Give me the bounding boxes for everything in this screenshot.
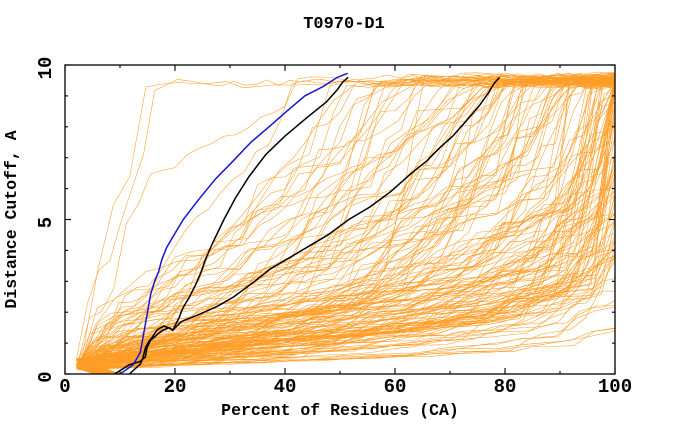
- svg-text:100: 100: [598, 376, 632, 398]
- svg-text:5: 5: [35, 217, 57, 228]
- svg-text:0: 0: [35, 371, 57, 382]
- svg-text:10: 10: [35, 57, 57, 80]
- svg-text:40: 40: [274, 376, 297, 398]
- svg-text:80: 80: [494, 376, 517, 398]
- svg-text:Distance Cutoff, A: Distance Cutoff, A: [2, 130, 21, 308]
- svg-text:0: 0: [59, 376, 70, 398]
- svg-text:60: 60: [384, 376, 407, 398]
- svg-text:20: 20: [164, 376, 187, 398]
- svg-text:Percent of Residues (CA): Percent of Residues (CA): [221, 401, 459, 420]
- svg-text:T0970-D1: T0970-D1: [303, 15, 385, 34]
